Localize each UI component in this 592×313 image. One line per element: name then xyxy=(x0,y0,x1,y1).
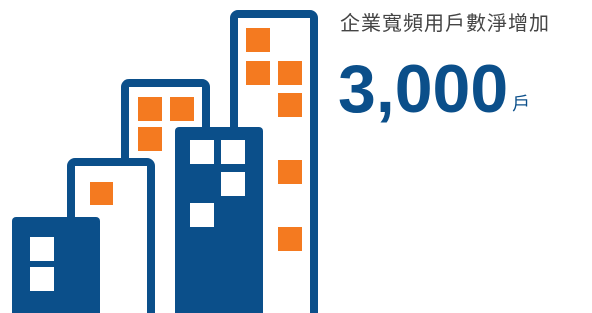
buildings xyxy=(12,14,314,313)
window xyxy=(278,160,302,184)
window xyxy=(170,97,194,121)
window xyxy=(30,267,54,291)
window xyxy=(278,227,302,251)
headline-label: 企業寬頻用戶數淨增加 xyxy=(340,12,550,35)
window xyxy=(138,97,162,121)
window xyxy=(190,203,214,227)
window xyxy=(138,127,162,151)
window xyxy=(278,61,302,85)
window xyxy=(221,140,245,164)
window xyxy=(221,172,245,196)
window xyxy=(90,182,113,205)
window xyxy=(190,140,214,164)
front-building xyxy=(12,217,100,313)
window xyxy=(246,61,270,85)
front-building xyxy=(175,127,263,313)
window xyxy=(30,237,54,261)
infographic: 企業寬頻用戶數淨增加 3,000 戶 xyxy=(0,0,592,313)
headline-value: 3,000 xyxy=(338,51,508,127)
window xyxy=(246,28,270,52)
window xyxy=(278,93,302,117)
page: 企業寬頻用戶數淨增加 3,000 戶 (() => { const data =… xyxy=(0,0,592,313)
headline-unit: 戶 xyxy=(512,94,530,114)
